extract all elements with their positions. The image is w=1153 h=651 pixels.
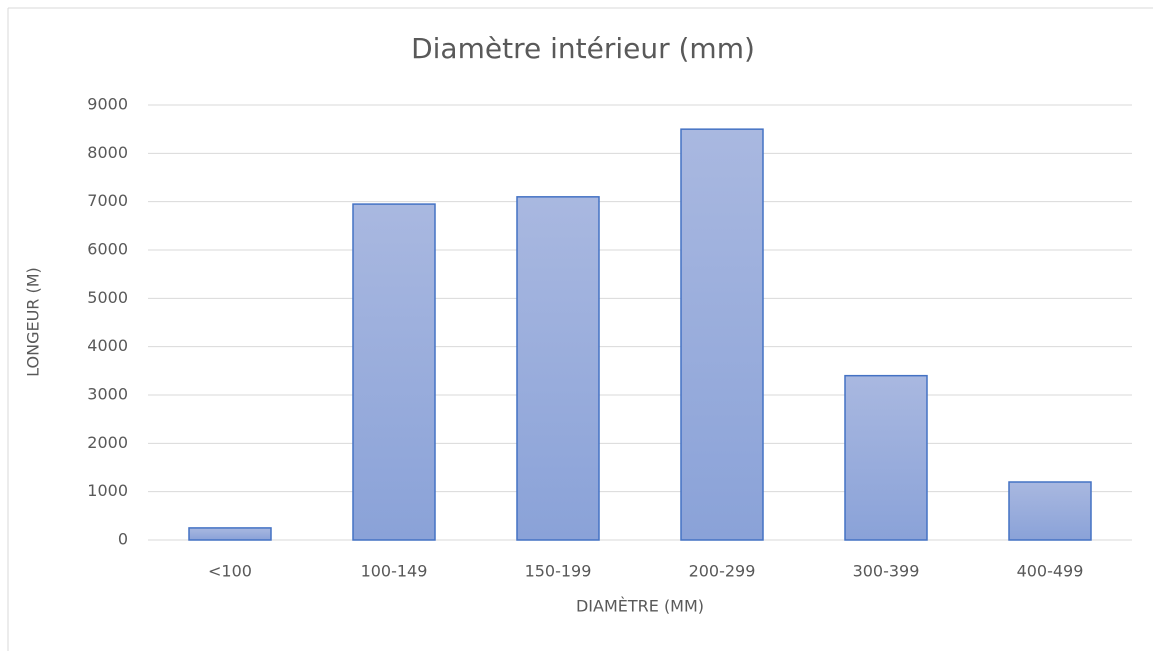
y-tick-label: 9000 xyxy=(87,95,128,114)
x-tick-label: 400-499 xyxy=(1017,562,1084,581)
bar xyxy=(1008,481,1092,541)
chart-title: Diamètre intérieur (mm) xyxy=(411,32,755,65)
y-tick-label: 8000 xyxy=(87,143,128,162)
y-tick-label: 7000 xyxy=(87,191,128,210)
bar xyxy=(352,203,436,541)
bar xyxy=(844,374,928,541)
x-axis-label: DIAMÈTRE (MM) xyxy=(576,597,704,616)
x-tick-label: 200-299 xyxy=(689,562,756,581)
x-tick-label: 100-149 xyxy=(361,562,428,581)
bar xyxy=(680,128,764,541)
y-tick-label: 1000 xyxy=(87,481,128,500)
y-tick-label: 0 xyxy=(118,530,128,549)
x-tick-label: <100 xyxy=(208,562,252,581)
x-tick-label: 150-199 xyxy=(525,562,592,581)
y-tick-label: 5000 xyxy=(87,288,128,307)
y-tick-label: 2000 xyxy=(87,433,128,452)
y-tick-label: 6000 xyxy=(87,240,128,259)
bar xyxy=(516,196,600,541)
y-tick-label: 3000 xyxy=(87,385,128,404)
y-axis-label: LONGEUR (M) xyxy=(24,267,43,377)
x-tick-label: 300-399 xyxy=(853,562,920,581)
y-tick-label: 4000 xyxy=(87,336,128,355)
bar xyxy=(188,527,272,541)
